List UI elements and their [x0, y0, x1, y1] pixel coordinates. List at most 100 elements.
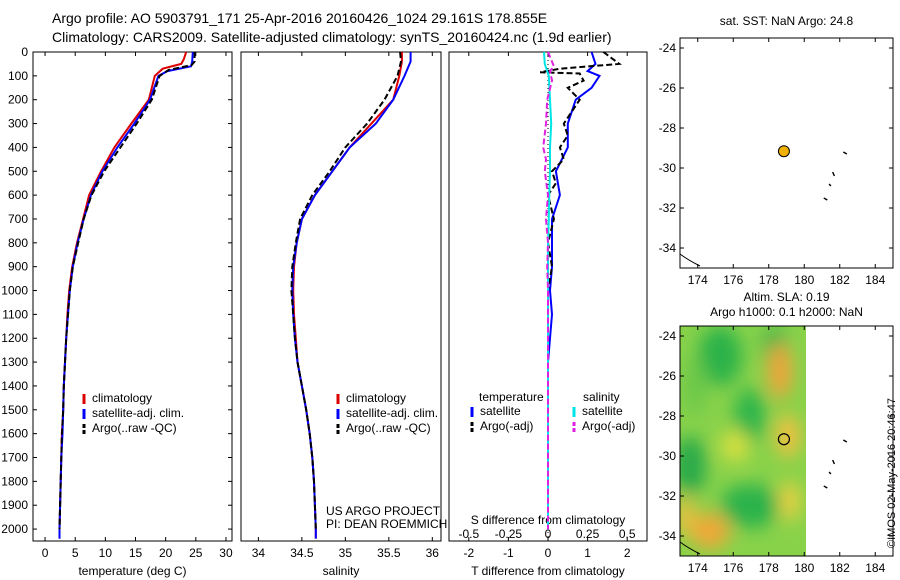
argo-location-marker-sla — [777, 433, 791, 446]
salinity-plot-frame — [240, 51, 442, 542]
sst-x-tick-label: 182 — [830, 273, 850, 287]
y-tick-label: 300 — [8, 117, 28, 131]
heatmap-blob — [780, 481, 800, 521]
x-tick-label: 34.5 — [290, 546, 314, 560]
x-axis-label: salinity — [323, 564, 360, 578]
heatmap-blob — [721, 430, 749, 462]
sst-map-title: sat. SST: NaN Argo: 24.8 — [720, 14, 854, 28]
y-tick-label: 800 — [8, 236, 28, 250]
y-tick-label: 0 — [21, 45, 28, 59]
heatmap-blob — [680, 496, 695, 536]
y-tick-label: 900 — [8, 260, 28, 274]
y-tick-label: 1200 — [1, 331, 28, 345]
y-tick-label: 1700 — [1, 451, 28, 465]
y-tick-label: 1000 — [1, 284, 28, 298]
sst-island — [832, 171, 836, 177]
heatmap-blob — [690, 513, 730, 549]
legend-diff-2-label: satellite — [582, 404, 623, 418]
heatmap-blob — [698, 326, 742, 386]
sla-y-tick-label: -24 — [659, 329, 677, 343]
y-tick-label: 1500 — [1, 403, 28, 417]
legend-diff-3-label: Argo(-adj) — [582, 419, 635, 433]
sst-map-frame — [679, 37, 894, 269]
sla-x-tick-label: 176 — [723, 561, 743, 575]
sla-x-tick-label: 178 — [759, 561, 779, 575]
x-tick-label: 30 — [219, 546, 233, 560]
y-tick-label: 600 — [8, 188, 28, 202]
sla-x-tick-label: 184 — [865, 561, 885, 575]
x-tick-label: 35 — [339, 546, 353, 560]
heatmap-blob — [768, 343, 792, 399]
sst-x-tick-label: 174 — [688, 273, 708, 287]
sla-map-frame — [679, 325, 894, 557]
sst-y-tick-label: -30 — [659, 161, 677, 175]
sst-coastline — [679, 253, 701, 267]
series-line-argoadj — [542, 51, 556, 530]
sla-y-tick-label: -32 — [659, 489, 677, 503]
y-tick-label: 1600 — [1, 427, 28, 441]
sla-heatmap — [680, 326, 807, 556]
y-tick-label: 200 — [8, 93, 28, 107]
s-tick-label: 0.5 — [619, 527, 636, 541]
sla-y-tick-label: -26 — [659, 369, 677, 383]
x-axis-label: T difference from climatology — [471, 564, 625, 578]
sla-island — [832, 459, 836, 465]
legend-diff-0-label: satellite — [480, 404, 521, 418]
sst-x-tick-label: 180 — [794, 273, 814, 287]
heatmap-blob — [683, 356, 707, 416]
s-tick-label: 0.25 — [576, 527, 600, 541]
x-tick-label: 20 — [159, 546, 173, 560]
heatmap-blobs — [680, 326, 800, 549]
series-line-satellite — [547, 51, 602, 530]
x-tick-label: -2 — [463, 546, 474, 560]
legend-sal-2-label: Argo(..raw -QC) — [346, 421, 431, 435]
sst-y-tick-label: -28 — [659, 121, 677, 135]
sla-coastline — [679, 541, 701, 555]
temperature-plot-frame — [32, 51, 233, 542]
legend-diff-1-label: Argo(-adj) — [480, 419, 533, 433]
x-tick-label: 0 — [42, 546, 49, 560]
x-tick-label: 36 — [426, 546, 440, 560]
x-tick-label: 1 — [584, 546, 591, 560]
sla-island — [842, 439, 848, 443]
sst-y-tick-label: -26 — [659, 81, 677, 95]
y-tick-label: 2000 — [1, 522, 28, 536]
project-line2: PI: DEAN ROEMMICH — [326, 517, 448, 531]
sla-y-tick-label: -30 — [659, 449, 677, 463]
project-line1: US ARGO PROJECT — [326, 504, 441, 518]
sla-map-title-line1: Altim. SLA: 0.19 — [743, 290, 829, 304]
chart-title-line1: Argo profile: AO 5903791_171 25-Apr-2016… — [52, 10, 548, 26]
x-axis-label: temperature (deg C) — [78, 564, 186, 578]
legend-sal-1-label: satellite-adj. clim. — [346, 406, 438, 420]
s-tick-label: 0 — [545, 527, 552, 541]
series-line-climatology — [58, 51, 188, 539]
argo-location-marker — [777, 145, 790, 158]
y-tick-label: 1300 — [1, 355, 28, 369]
series-line-argorawqc — [58, 52, 196, 530]
series-line-argorawqc — [290, 51, 403, 530]
sst-y-tick-label: -24 — [659, 41, 677, 55]
series-line-climatology — [292, 52, 403, 539]
y-tick-label: 400 — [8, 140, 28, 154]
sst-island — [828, 183, 832, 187]
s-tick-label: -0.25 — [495, 527, 523, 541]
series-line-satelliteadjclim — [291, 52, 412, 539]
legend-temp-0-label: climatology — [92, 391, 152, 405]
sla-island — [828, 471, 832, 475]
x-tick-label: 15 — [129, 546, 143, 560]
imos-credit: ©IMOS 02-May-2016 20:46:47 — [886, 398, 898, 548]
legend-temp-1-label: satellite-adj. clim. — [92, 406, 184, 420]
y-tick-label: 500 — [8, 164, 28, 178]
y-tick-label: 700 — [8, 212, 28, 226]
y-tick-label: 1100 — [2, 307, 28, 321]
x-tick-label: 2 — [624, 546, 631, 560]
x-tick-label: 5 — [72, 546, 79, 560]
y-tick-label: 1400 — [1, 379, 28, 393]
heatmap-blob — [680, 436, 706, 496]
project-text: US ARGO PROJECT PI: DEAN ROEMMICH — [326, 505, 447, 531]
sla-x-tick-label: 174 — [688, 561, 708, 575]
sla-map-title-line2: Argo h1000: 0.1 h2000: NaN — [710, 305, 863, 319]
sst-x-tick-label: 184 — [865, 273, 885, 287]
legend-sal-0-label: climatology — [346, 391, 406, 405]
